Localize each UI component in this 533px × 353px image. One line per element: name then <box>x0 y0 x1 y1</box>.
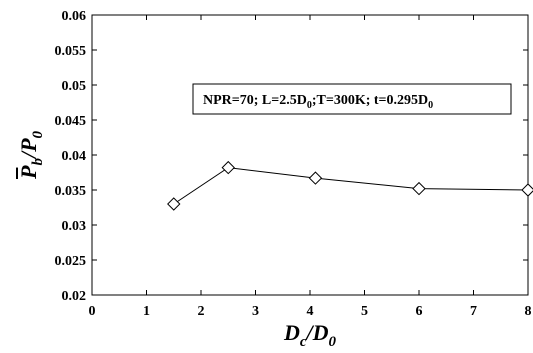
y-axis-title: Pb/P0 <box>16 130 46 180</box>
annotation-text: NPR=70; L=2.5D0;T=300K; t=0.295D0 <box>203 93 433 111</box>
x-tick-label: 1 <box>143 304 150 319</box>
data-point-marker <box>308 171 323 185</box>
x-tick-label: 5 <box>361 304 368 319</box>
data-point-marker <box>412 181 426 196</box>
x-tick-label: 8 <box>525 304 532 319</box>
data-point-marker <box>167 197 181 211</box>
x-tick-label: 7 <box>470 304 477 319</box>
y-tick-label: 0.02 <box>62 289 87 304</box>
y-tick-label: 0.05 <box>62 79 87 94</box>
series <box>167 160 533 211</box>
annotation-box: NPR=70; L=2.5D0;T=300K; t=0.295D0 <box>192 83 512 115</box>
y-tick-label: 0.04 <box>62 149 87 164</box>
y-tick-label: 0.025 <box>55 254 87 269</box>
ticks <box>91 14 529 296</box>
x-tick-label: 6 <box>416 304 423 319</box>
x-tick-label: 4 <box>307 304 314 319</box>
x-tick-label: 3 <box>252 304 259 319</box>
y-tick-label: 0.035 <box>55 184 87 199</box>
tick-labels: 0 1 2 3 4 5 6 7 8 0.02 0.025 0.03 0.035 0.04 0.045 0.05… <box>55 9 532 319</box>
y-tick-label: 0.03 <box>62 219 87 234</box>
y-tick-label: 0.06 <box>62 9 87 24</box>
x-axis-title: Dc/D0 <box>283 320 337 350</box>
x-tick-label: 0 <box>89 304 96 319</box>
data-point-marker <box>221 160 235 175</box>
x-tick-label: 2 <box>198 304 205 319</box>
y-tick-label: 0.045 <box>55 114 87 129</box>
annotation-border <box>192 83 512 115</box>
data-point-marker <box>521 183 533 197</box>
y-tick-label: 0.055 <box>55 44 87 59</box>
